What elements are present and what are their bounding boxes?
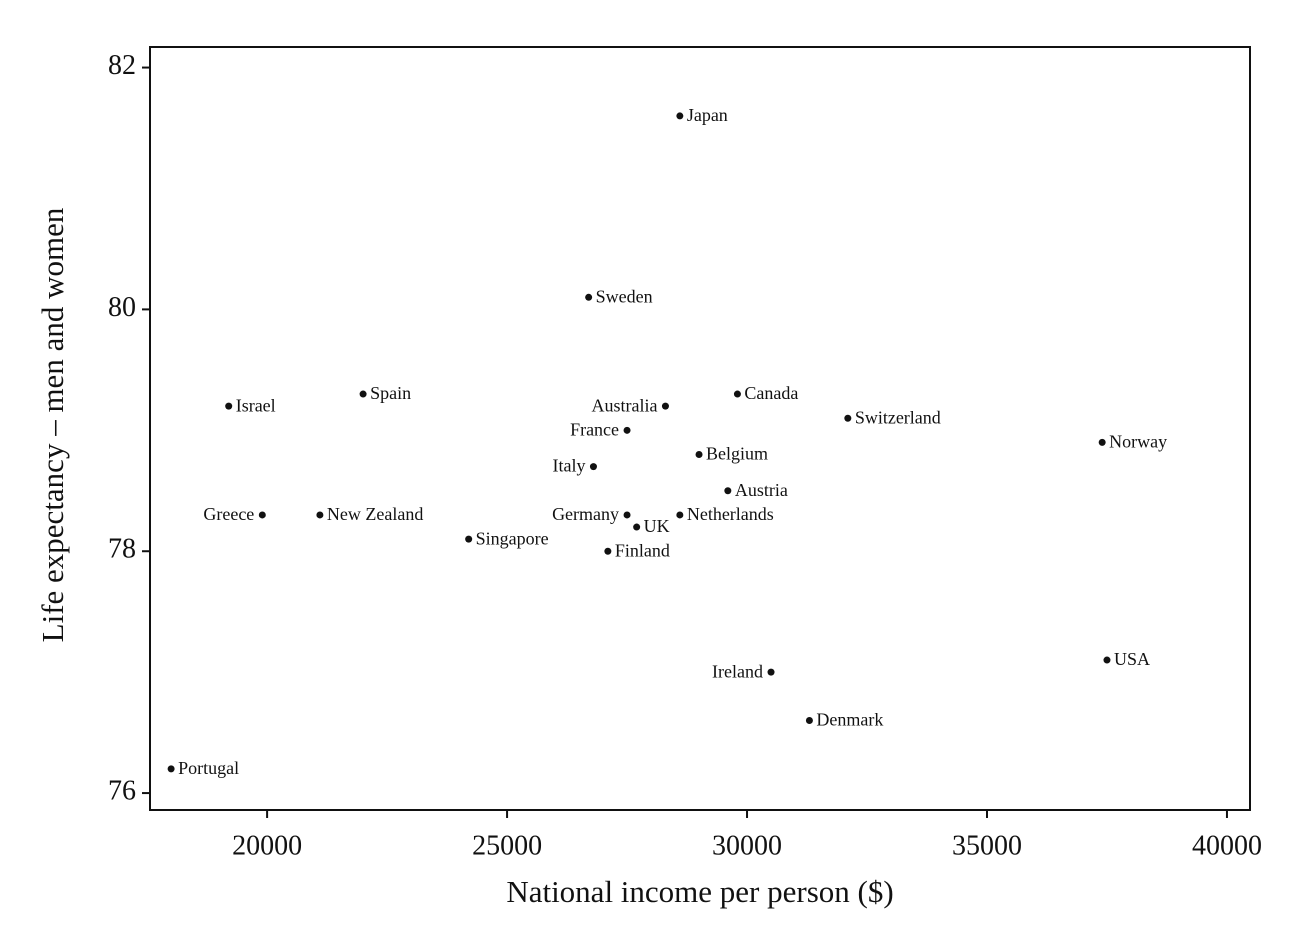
point-label: Australia (591, 395, 657, 415)
x-tick-label: 20000 (232, 830, 302, 861)
point (465, 535, 473, 543)
point-label: Singapore (476, 528, 549, 548)
point (724, 487, 732, 495)
point-label: Belgium (706, 444, 768, 464)
point (225, 402, 233, 410)
y-tick-label: 82 (108, 50, 136, 81)
plot-frame (149, 46, 1251, 811)
point (844, 414, 852, 422)
point (633, 523, 641, 531)
point-label: Switzerland (855, 407, 941, 427)
point (1098, 438, 1106, 446)
point-label: Italy (552, 456, 585, 476)
point (1103, 656, 1111, 664)
point-label: Netherlands (687, 504, 774, 524)
point (676, 511, 684, 519)
point-label: USA (1114, 649, 1150, 669)
point-label: Portugal (178, 758, 239, 778)
point-label: Greece (203, 504, 254, 524)
point (695, 450, 703, 458)
point (805, 717, 813, 725)
point (676, 112, 684, 120)
point (258, 511, 266, 519)
x-tick-label: 25000 (472, 830, 542, 861)
point (733, 390, 741, 398)
y-tick-label: 80 (108, 292, 136, 323)
point (767, 668, 775, 676)
point (661, 402, 669, 410)
x-tick-label: 35000 (952, 830, 1022, 861)
point-label: Norway (1109, 432, 1167, 452)
point-label: Denmark (816, 710, 883, 730)
point-label: Finland (615, 540, 670, 560)
point-label: Israel (236, 395, 276, 415)
point-label: Spain (370, 383, 411, 403)
point (167, 765, 175, 773)
point (359, 390, 367, 398)
point (589, 463, 597, 471)
point-label: New Zealand (327, 504, 423, 524)
point (623, 511, 631, 519)
x-axis-label: National income per person ($) (506, 874, 893, 909)
point-label: UK (644, 516, 670, 536)
point-label: Sweden (596, 286, 653, 306)
y-axis-label: Life expectancy – men and women (35, 207, 70, 642)
y-tick-label: 76 (108, 775, 136, 806)
point (604, 547, 612, 555)
y-tick-label: 78 (108, 534, 136, 565)
point-label: Ireland (712, 661, 763, 681)
point-label: France (570, 419, 619, 439)
point-label: Canada (744, 383, 798, 403)
point-label: Japan (687, 105, 728, 125)
point (316, 511, 324, 519)
point (585, 293, 593, 301)
x-tick-label: 40000 (1192, 830, 1262, 861)
point-label: Germany (552, 504, 619, 524)
x-tick-label: 30000 (712, 830, 782, 861)
point-label: Austria (735, 480, 788, 500)
point (623, 426, 631, 434)
